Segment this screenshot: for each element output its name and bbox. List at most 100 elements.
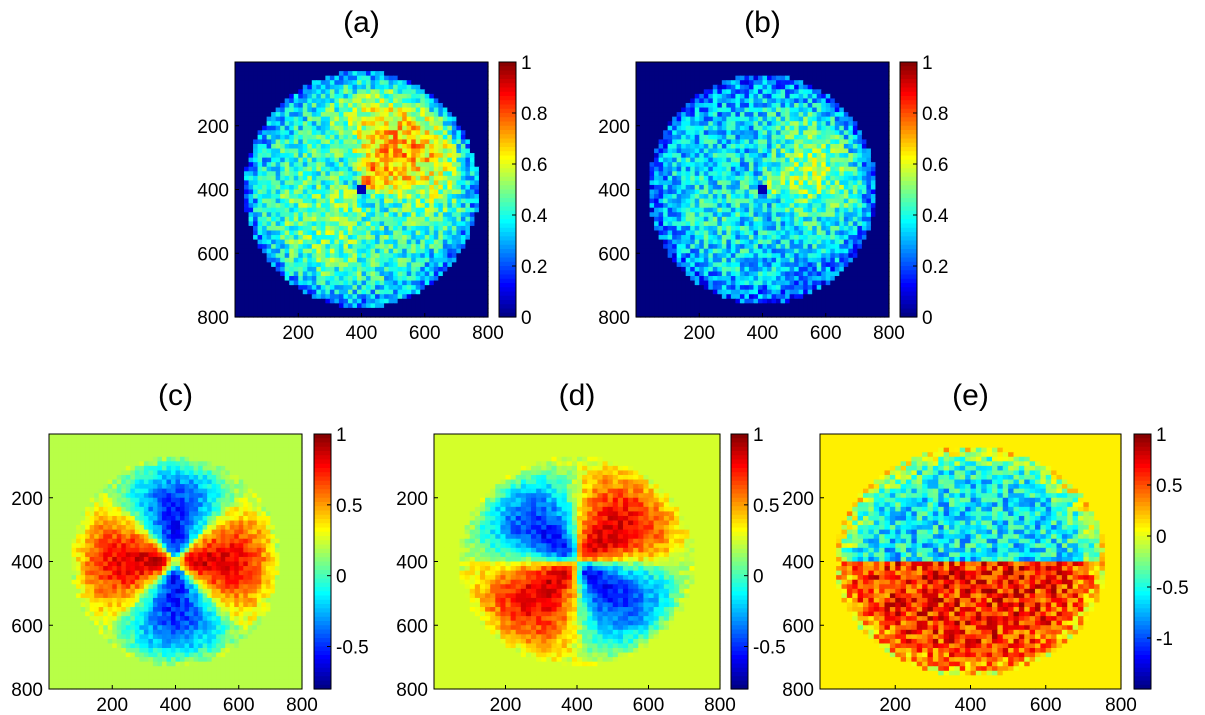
heatmap-cell [266,276,272,282]
heatmap-cell [442,112,448,118]
heatmap-cell [235,66,241,72]
heatmap-cell [347,175,354,181]
heatmap-cell [690,171,696,177]
heatmap-cell [834,121,840,127]
heatmap-cell [726,180,732,186]
heatmap-cell [388,157,394,163]
heatmap-cell [406,93,412,100]
heatmap-cell [406,225,412,232]
heatmap-cell [320,121,326,127]
heatmap-cell [343,130,349,136]
heatmap-cell [785,121,791,127]
heatmap-cell [447,175,453,181]
heatmap-cell [293,166,299,172]
heatmap-cell [654,180,660,186]
heatmap-cell [730,89,736,95]
heatmap-cell [370,248,376,254]
heatmap-cell [284,312,290,318]
heatmap-cell [884,139,890,145]
heatmap-cell [244,294,250,300]
heatmap-cell [830,80,836,86]
heatmap-cell [293,298,299,304]
heatmap-cell [239,139,245,145]
heatmap-cell [721,194,727,200]
heatmap-cell [262,89,268,95]
heatmap-cell [244,121,250,127]
heatmap-cell [293,139,299,145]
heatmap-cell [654,75,660,81]
heatmap-cell [762,175,768,181]
heatmap-cell [384,207,390,213]
heatmap-cell [366,184,372,191]
heatmap-cell [474,175,480,181]
heatmap-cell [721,84,727,90]
heatmap-cell [875,80,881,86]
heatmap-cell [685,116,691,122]
heatmap-cell [366,175,372,181]
heatmap-cell [762,112,768,118]
heatmap-cell [424,134,430,141]
heatmap-cell [298,303,304,309]
heatmap-cell [879,130,886,136]
heatmap-cell [293,162,299,168]
heatmap-cell [262,289,268,295]
heatmap-cell [384,84,390,90]
heatmap-cell [807,189,813,195]
heatmap-cell [771,66,777,72]
heatmap-cell [839,184,845,191]
heatmap-cell [307,230,313,236]
heatmap-cell [253,62,259,68]
heatmap-cell [388,225,394,232]
heatmap-cell [347,271,354,277]
heatmap-cell [685,98,691,104]
heatmap-cell [329,216,335,222]
heatmap-cell [803,62,809,68]
heatmap-cell [721,139,727,145]
heatmap-cell [442,276,448,282]
heatmap-cell [370,203,376,209]
heatmap-cell [465,235,471,241]
heatmap-cell [456,307,462,314]
heatmap-cell [244,198,250,204]
heatmap-cell [474,102,480,109]
heatmap-cell [438,130,444,136]
heatmap-cell [645,180,651,186]
heatmap-cell [438,116,444,122]
heatmap-cell [320,307,326,314]
heatmap-cell [465,102,471,109]
heatmap-cell [271,239,277,245]
heatmap-cell [803,153,809,159]
heatmap-cell [852,98,858,104]
heatmap-cell [771,171,777,177]
heatmap-cell [384,244,390,250]
heatmap-cell [708,162,714,168]
heatmap-cell [866,198,872,204]
heatmap-cell [424,116,430,122]
heatmap-cell [257,71,263,77]
heatmap-cell [289,216,295,222]
heatmap-cell [307,125,313,131]
heatmap-cell [469,266,476,273]
heatmap-cell [735,116,741,122]
heatmap-cell [298,107,304,113]
heatmap-cell [338,80,345,86]
heatmap-cell [334,239,340,245]
heatmap-cell [879,139,886,145]
heatmap-cell [447,148,453,154]
heatmap-cell [424,194,430,200]
heatmap-cell [460,148,467,154]
heatmap-cell [370,266,376,273]
heatmap-cell [744,75,750,81]
heatmap-cell [735,84,741,90]
heatmap-cell [676,153,682,159]
heatmap-cell [334,235,340,241]
heatmap-cell [712,162,718,168]
heatmap-cell [271,262,277,268]
heatmap-cell [352,107,358,113]
heatmap-cell [748,80,755,86]
heatmap-cell [839,143,845,150]
heatmap-cell [825,153,831,159]
heatmap-cell [676,171,682,177]
heatmap-cell [848,162,854,168]
heatmap-cell [239,143,245,150]
